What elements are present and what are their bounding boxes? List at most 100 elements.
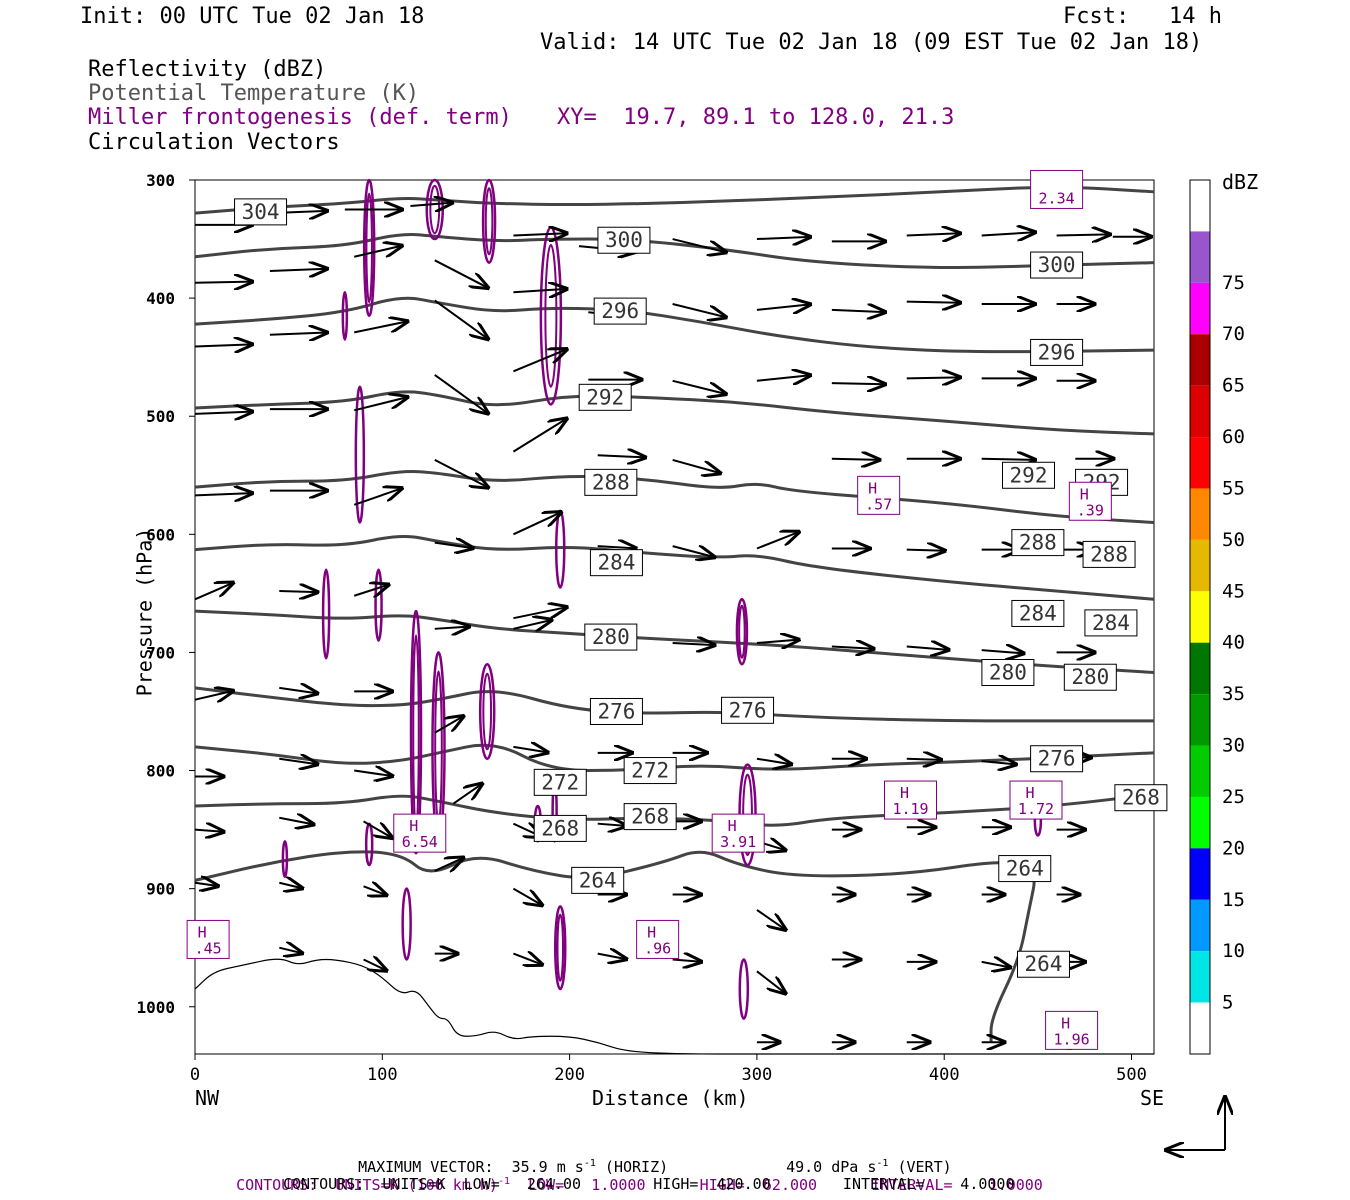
colorbar-segment [1190,437,1210,489]
circulation-vector [672,960,702,962]
circulation-vector [269,269,327,271]
terrain-line [194,958,1154,1055]
circulation-vector [756,237,810,239]
frontogenesis-contour [481,178,497,264]
max-vector-vert: 49.0 dPa s-1 (VERT) [786,1158,952,1176]
colorbar-segment [1190,282,1210,335]
frontogenesis-high-box [393,813,447,853]
x-tick-label: 400 [929,1065,960,1085]
colorbar-label: 30 [1222,735,1245,757]
theta-label-268-box [623,803,677,831]
colorbar-segment [1190,796,1210,849]
frontogenesis-high-box [1009,780,1063,820]
frontogenesis-contour [321,568,331,660]
colorbar-segment [1190,694,1210,746]
colorbar-segment [1190,591,1210,643]
circulation-vector [434,627,469,629]
theta-label-300-box [1030,251,1084,279]
circulation-vector [434,374,488,414]
colorbar-segment [1190,899,1210,952]
theta-label-268: 268 [631,805,669,829]
circulation-vector [279,818,313,825]
colorbar-label: 40 [1222,632,1245,654]
circulation-vector [434,459,488,488]
theta-label-296: 296 [1038,340,1076,364]
theta-label-292: 292 [586,385,624,409]
frontogenesis-high-value: .96 [644,939,671,957]
theta-label-300: 300 [605,228,643,252]
circulation-vector [279,759,317,765]
colorbar-label: 5 [1222,992,1233,1014]
colorbar-label: 70 [1222,323,1245,345]
frontogenesis-high-marker: H [1080,485,1089,503]
circulation-vector [513,607,566,620]
circulation-vector [1056,234,1110,235]
colorbar-label: 10 [1222,940,1245,962]
theta-label-264: 264 [1025,952,1063,976]
colorbar-label: 50 [1222,529,1245,551]
x-tick-label: 200 [554,1065,585,1085]
y-axis-title: Pressure (hPa) [132,527,157,697]
circulation-vector [363,960,387,971]
frontogenesis-high-value: 2.34 [1039,189,1075,207]
frontogenesis-contour [553,905,567,991]
theta-label-288: 288 [1019,531,1057,555]
colorbar-label: 20 [1222,837,1245,859]
field-circulation: Circulation Vectors [88,130,340,155]
circulation-vector [672,546,715,557]
frontogenesis-contour [409,609,423,855]
frontogenesis-high-marker: H [1025,784,1034,802]
circulation-vector [410,203,452,206]
theta-label-284: 284 [1092,611,1130,635]
circulation-vector [906,759,941,760]
frontogenesis-high-value: .39 [1077,501,1104,519]
x-tick-label: 0 [190,1065,200,1085]
frontogenesis-high-marker: H [868,479,877,497]
circulation-vector [434,716,464,734]
frontogenesis-contour [738,958,750,1020]
circulation-vector [756,532,799,550]
circulation-vector [512,419,566,453]
colorbar-segment [1190,539,1210,592]
theta-label-264-box [571,866,625,894]
circulation-vector [831,647,874,649]
x-axis-title: Distance (km) [592,1086,749,1110]
theta-label-284-box [1084,609,1138,637]
theta-label-284: 284 [1019,601,1057,625]
circulation-vector [981,459,1035,460]
theta-label-276-box [1030,745,1084,773]
theta-label-288: 288 [592,470,630,494]
colorbar-frame [1189,179,1211,1055]
circulation-vector [434,259,488,288]
colorbar-label: 75 [1222,272,1245,294]
circulation-vector [756,909,786,930]
y-tick-label: 800 [146,762,175,781]
theta-label-272-box [623,757,677,785]
theta-label-292-box [578,383,632,411]
theta-contour-292 [194,390,1155,436]
x-tick-label: 300 [742,1065,773,1085]
frontogenesis-high-value: 6.54 [402,833,438,851]
frontogenesis-high-box [636,919,680,959]
frontogenesis-high-value: 3.91 [720,833,756,851]
frontogenesis-contour-info: CONTOURS: UNITS=K (100 km h)-1 LOW= 1.00… [236,1176,1043,1194]
theta-label-272: 272 [541,770,579,794]
circulation-vector [194,282,252,283]
x-tick-label: 100 [367,1065,398,1085]
theta-contour-304 [194,185,1155,215]
y-tick-label: 1000 [136,998,175,1017]
frontogenesis-high-marker: H [198,923,207,941]
theta-label-296-box [593,297,647,325]
circulation-vector [513,954,542,965]
theta-label-304: 304 [242,200,280,224]
circulation-vector [434,299,488,339]
theta-label-280: 280 [989,661,1027,685]
field-reflectivity: Reflectivity (dBZ) [88,57,327,82]
frontogenesis-high-marker: H [647,923,656,941]
frontogenesis-high-box [1030,169,1084,209]
circulation-vector [597,546,636,548]
circulation-vector [756,759,791,765]
theta-label-272: 272 [631,759,669,783]
theta-label-264-box [998,855,1052,883]
colorbar-label: 45 [1222,580,1245,602]
